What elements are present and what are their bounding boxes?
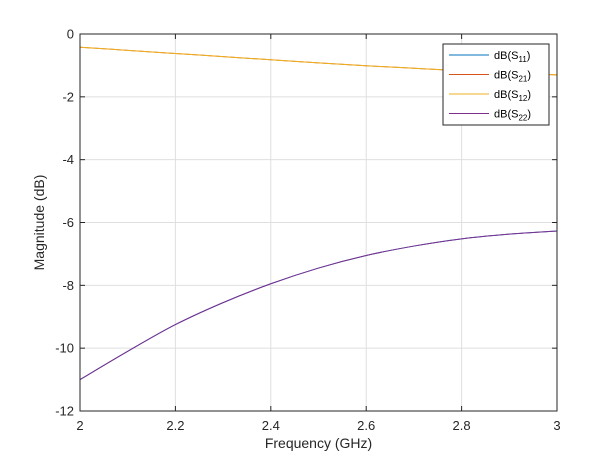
legend-label-base: dB(S <box>494 50 518 62</box>
x-tick-label: 2.4 <box>262 418 280 433</box>
legend-label-subscript: 12 <box>518 94 527 103</box>
legend-entry-label: dB(S22) <box>494 109 531 123</box>
y-tick-label: -4 <box>62 152 74 167</box>
x-tick-label: 2.2 <box>166 418 184 433</box>
x-tick-label: 3 <box>553 418 560 433</box>
legend-label-close: ) <box>527 50 531 62</box>
y-tick-label: 0 <box>67 27 74 42</box>
legend-label-close: ) <box>527 109 531 121</box>
legend-label-base: dB(S <box>494 70 518 82</box>
y-tick-label: -6 <box>62 215 74 230</box>
x-tick-label: 2.8 <box>453 418 471 433</box>
legend-label-subscript: 11 <box>518 55 527 64</box>
series-line-22 <box>79 230 558 381</box>
legend-label-base: dB(S <box>494 109 518 121</box>
legend-label-close: ) <box>527 70 531 82</box>
legend-box <box>442 43 550 126</box>
y-tick-label: -2 <box>62 89 74 104</box>
legend-label-subscript: 22 <box>518 114 527 123</box>
y-tick-label: -12 <box>55 404 74 419</box>
legend-label-close: ) <box>527 89 531 101</box>
grid <box>79 33 558 412</box>
x-axis-label: Frequency (GHz) <box>265 435 372 451</box>
x-tick-label: 2.6 <box>357 418 375 433</box>
legend-entry-label: dB(S11) <box>494 50 530 64</box>
y-tick-label: -10 <box>55 341 74 356</box>
legend-entry-label: dB(S21) <box>494 70 531 84</box>
ticks: 2 2.2 2.4 2.6 2.8 3 0 -2 -4 -6 -8 -10 -12 <box>55 27 560 434</box>
x-tick-label: 2 <box>76 418 83 433</box>
legend-label-subscript: 21 <box>518 75 527 84</box>
legend-entry-label: dB(S12) <box>494 89 531 103</box>
y-tick-label: -8 <box>62 278 74 293</box>
legend-label-base: dB(S <box>494 89 518 101</box>
y-axis-label: Magnitude (dB) <box>31 175 47 271</box>
legend: dB(S11)dB(S21)dB(S12)dB(S22) <box>442 43 550 126</box>
